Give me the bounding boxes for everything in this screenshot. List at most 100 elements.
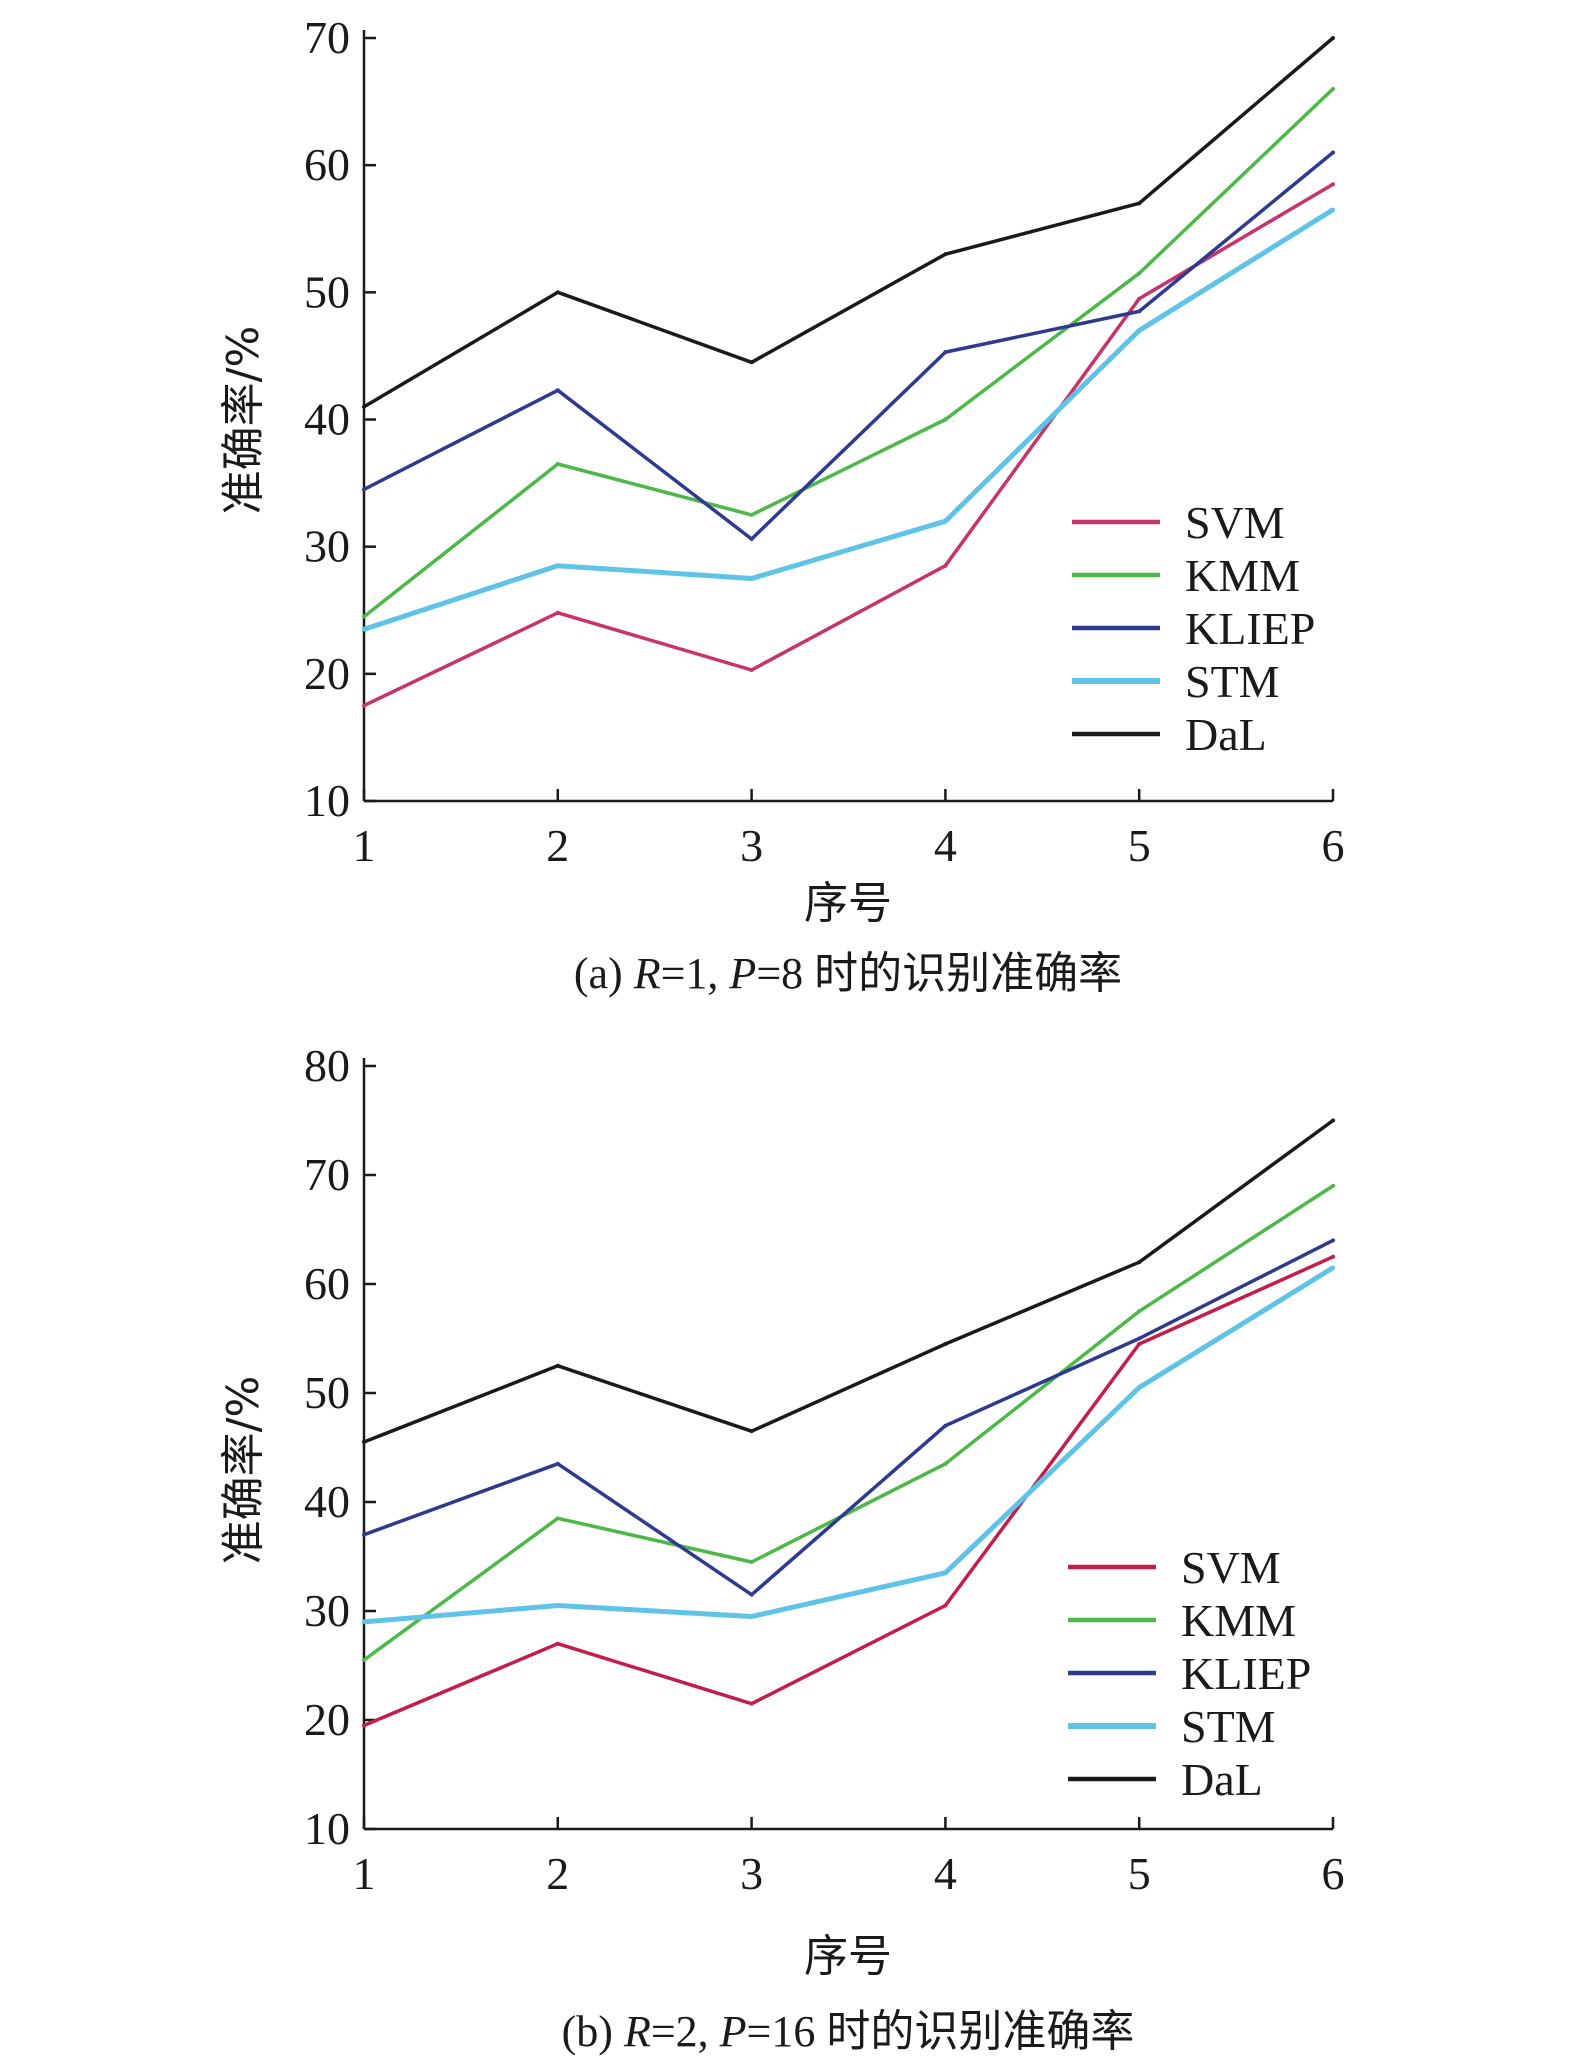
y-tick-label: 40 [304, 1476, 350, 1527]
series-line-stm [363, 207, 1335, 632]
x-tick-label: 3 [740, 820, 763, 871]
data-point-dal [749, 360, 754, 365]
caption-b: (b) R=2, P=16 时的识别准确率 [562, 2007, 1135, 2056]
data-point-kmm [749, 512, 754, 517]
data-point-stm [749, 1614, 754, 1619]
data-point-dal [1137, 1260, 1142, 1265]
x-tick-label: 6 [1322, 820, 1345, 871]
series-line-kliep [363, 151, 1335, 541]
x-tick-label: 5 [1128, 820, 1151, 871]
data-point-svm [1331, 182, 1335, 187]
data-point-kliep [1331, 150, 1335, 155]
data-point-kliep [749, 1592, 754, 1597]
data-point-kmm [1331, 86, 1335, 91]
legend-label-stm: STM [1185, 656, 1280, 707]
data-point-kliep [555, 388, 560, 393]
series-line-kliep [363, 1238, 1334, 1597]
data-point-dal [1331, 1118, 1335, 1123]
legend-label-svm: SVM [1181, 1542, 1281, 1593]
legend-label-svm: SVM [1185, 497, 1285, 548]
y-axis-title: 准确率/% [218, 326, 269, 515]
data-point-kmm [943, 417, 948, 422]
series-line-kmm [362, 1184, 1334, 1662]
series-line-dal [363, 1119, 1335, 1444]
data-point-kliep [1137, 1336, 1142, 1341]
data-point-kmm [362, 1658, 366, 1663]
x-tick-label: 3 [740, 1848, 763, 1899]
data-point-kliep [1137, 309, 1142, 314]
x-tick-label: 6 [1322, 1848, 1345, 1899]
y-tick-label: 50 [304, 1367, 350, 1418]
data-point-stm [555, 563, 560, 568]
y-tick-label: 60 [304, 1258, 350, 1309]
y-tick-label: 20 [304, 648, 350, 699]
series-line-svm [363, 182, 1334, 708]
data-point-svm [1137, 1341, 1142, 1346]
legend-label-kmm: KMM [1185, 550, 1300, 601]
data-point-svm [362, 1723, 366, 1728]
y-tick-label: 60 [304, 139, 350, 190]
legend-label-dal: DaL [1181, 1754, 1263, 1805]
data-point-svm [749, 1701, 754, 1706]
x-tick-label: 4 [934, 820, 957, 871]
x-tick-label: 4 [934, 1848, 957, 1899]
data-point-svm [1137, 296, 1142, 301]
data-point-stm [943, 519, 948, 524]
data-point-kliep [362, 487, 366, 492]
data-point-kliep [362, 1532, 366, 1537]
data-point-svm [362, 703, 366, 708]
caption-a: (a) R=1, P=8 时的识别准确率 [574, 949, 1122, 998]
data-point-kmm [1137, 1309, 1142, 1314]
data-point-stm [1137, 1385, 1142, 1390]
legend-label-dal: DaL [1185, 709, 1267, 760]
series-line-kmm [362, 87, 1335, 618]
data-point-stm [1331, 1265, 1335, 1270]
legend-label-kliep: KLIEP [1181, 1648, 1311, 1699]
data-point-kmm [943, 1461, 948, 1466]
y-tick-label: 10 [304, 775, 350, 826]
x-tick-label: 5 [1128, 1848, 1151, 1899]
x-axis-title: 序号 [804, 1931, 892, 1982]
y-tick-label: 70 [304, 12, 350, 63]
y-tick-label: 30 [304, 1585, 350, 1636]
data-point-dal [362, 1440, 366, 1445]
y-tick-label: 20 [304, 1694, 350, 1745]
data-point-kmm [749, 1559, 754, 1564]
data-point-kliep [1331, 1238, 1335, 1243]
y-tick-label: 40 [304, 394, 350, 445]
x-tick-label: 1 [353, 820, 376, 871]
legend-label-kmm: KMM [1181, 1595, 1296, 1646]
data-point-stm [943, 1570, 948, 1575]
chart-panel-a: 准确率/% 序号 (a) R=1, P=8 时的识别准确率 10 20 30 40 50… [218, 12, 1345, 998]
data-point-svm [1331, 1254, 1335, 1259]
x-tick-label: 2 [546, 820, 569, 871]
data-point-svm [943, 1603, 948, 1608]
data-point-kliep [555, 1461, 560, 1466]
data-point-dal [943, 252, 948, 257]
data-point-svm [555, 610, 560, 615]
series-line-dal [363, 36, 1335, 409]
data-point-kmm [362, 614, 366, 619]
y-axis-title: 准确率/% [218, 1376, 269, 1565]
data-point-dal [1137, 201, 1142, 206]
data-point-kmm [1137, 271, 1142, 276]
data-point-dal [749, 1429, 754, 1434]
data-point-svm [943, 563, 948, 568]
x-axis-title: 序号 [804, 878, 892, 929]
data-point-kliep [749, 537, 754, 542]
data-point-stm [555, 1603, 560, 1608]
data-point-dal [555, 290, 560, 295]
data-point-kmm [555, 462, 560, 467]
data-point-stm [1137, 328, 1142, 333]
data-point-dal [1331, 36, 1335, 40]
data-point-svm [749, 668, 754, 673]
data-point-stm [749, 576, 754, 581]
series-line-stm [363, 1265, 1335, 1625]
data-point-stm [362, 1619, 366, 1624]
y-tick-label: 70 [304, 1149, 350, 1200]
data-point-dal [943, 1341, 948, 1346]
legend-label-kliep: KLIEP [1185, 603, 1315, 654]
data-point-kliep [943, 350, 948, 355]
y-tick-label: 30 [304, 521, 350, 572]
series-line-svm [363, 1255, 1334, 1728]
